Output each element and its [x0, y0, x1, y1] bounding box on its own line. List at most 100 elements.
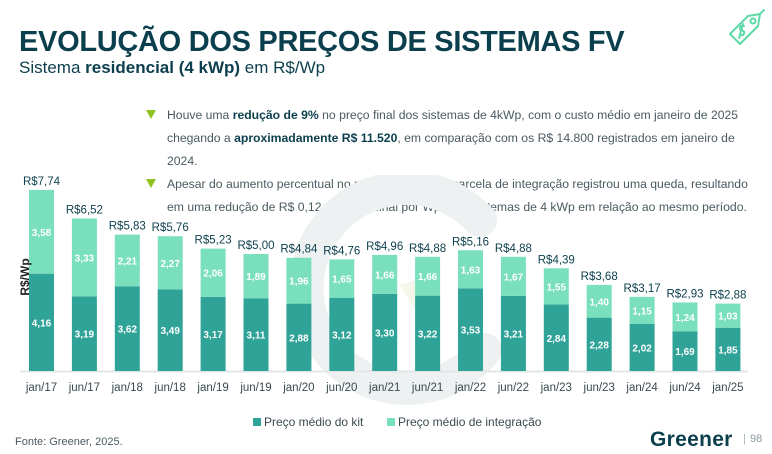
- bar-integration: [114, 234, 140, 287]
- x-tick-label: jan/21: [368, 382, 400, 394]
- bar-integration-label: 1,15: [632, 306, 652, 317]
- bar-kit-label: 4,16: [32, 318, 52, 329]
- bar-kit: [372, 293, 398, 371]
- x-tick-label: jun/17: [68, 382, 100, 394]
- bar-integration: [672, 302, 698, 332]
- page-number: 98: [750, 433, 763, 445]
- bar-integration-label: 1,55: [547, 282, 567, 293]
- bar-kit-label: 3,22: [418, 329, 438, 340]
- subtitle-bold: residencial (4 kWp): [85, 58, 241, 77]
- bar-integration-label: 1,63: [461, 265, 481, 276]
- x-tick-label: jun/19: [239, 382, 271, 394]
- x-tick-label: jan/23: [540, 382, 572, 394]
- x-tick-label: jan/19: [196, 382, 228, 394]
- bar-total-label: R$5,83: [109, 221, 146, 233]
- x-tick-label: jun/18: [154, 382, 186, 394]
- insight-highlight: aproximadamente R$ 11.520: [234, 131, 398, 145]
- subtitle-suffix: em R$/Wp: [240, 58, 326, 77]
- bar-integration: [586, 284, 612, 318]
- bar-kit-label: 2,28: [589, 340, 609, 351]
- bar-kit: [29, 273, 54, 371]
- insight-highlight: redução de 9%: [232, 108, 319, 122]
- bar-integration: [329, 259, 355, 298]
- x-tick-label: jun/23: [583, 382, 615, 394]
- bar-total-label: R$5,23: [195, 235, 232, 247]
- bar-kit: [500, 295, 526, 371]
- bar-integration: [715, 303, 741, 328]
- bar-kit-label: 2,84: [547, 334, 567, 345]
- bar-integration: [157, 236, 183, 290]
- bullet-triangle-icon: [146, 179, 156, 188]
- legend-item-integration: Preço médio de integração: [387, 415, 541, 429]
- bar-kit-label: 3,12: [332, 330, 352, 341]
- bar-integration: [243, 254, 269, 299]
- bar-integration: [543, 268, 569, 305]
- bar-kit: [286, 303, 312, 371]
- bar-kit: [243, 298, 269, 371]
- stacked-bar-chart: 4,16 3,58 R$7,74 jan/17 3,19 3,33 R$6,52 jun/17…: [20, 176, 748, 394]
- insight-text: , em comparação com os R$ 14.800 registr…: [167, 131, 735, 168]
- bar-total-label: R$3,68: [581, 271, 618, 283]
- x-tick-label: jun/21: [411, 382, 443, 394]
- x-tick-label: jun/24: [668, 382, 701, 394]
- legend-swatch-integration: [387, 418, 395, 426]
- bullet-triangle-icon: [146, 110, 156, 119]
- bar-integration-label: 1,67: [504, 272, 524, 283]
- x-tick-label: jan/25: [711, 382, 743, 394]
- bar-integration: [200, 248, 226, 297]
- x-tick-label: jan/20: [282, 382, 314, 394]
- x-tick-label: jan/22: [454, 382, 486, 394]
- bar-integration: [500, 256, 526, 296]
- bar-kit: [715, 327, 741, 371]
- bar-integration-label: 1,66: [418, 272, 438, 283]
- price-tag-dollar-icon: [729, 9, 765, 45]
- bar-integration-label: 2,06: [203, 269, 223, 280]
- x-tick-label: jan/24: [625, 382, 658, 394]
- subtitle-prefix: Sistema: [19, 58, 86, 77]
- bar-total-label: R$5,16: [452, 236, 489, 248]
- bar-kit-label: 2,88: [289, 333, 309, 344]
- bar-kit: [586, 317, 612, 371]
- bar-total-label: R$2,88: [709, 290, 746, 302]
- bar-integration: [29, 189, 54, 274]
- bar-kit-label: 2,02: [632, 343, 652, 354]
- bar-integration-label: 3,58: [32, 228, 52, 239]
- bar-kit-label: 3,53: [461, 326, 481, 337]
- bar-total-label: R$6,52: [66, 204, 103, 216]
- bar-kit: [329, 297, 355, 371]
- bar-integration-label: 1,89: [246, 272, 266, 283]
- bar-total-label: R$2,93: [666, 288, 703, 300]
- bar-total-label: R$7,74: [23, 176, 61, 188]
- bar-integration: [372, 254, 398, 294]
- bar-kit-label: 3,19: [75, 330, 95, 341]
- bar-integration-label: 1,03: [718, 312, 738, 323]
- bar-kit: [629, 323, 655, 371]
- bar-total-label: R$5,00: [237, 240, 274, 252]
- bar-kit: [672, 331, 698, 371]
- legend-label-kit: Preço médio do kit: [264, 415, 364, 429]
- bar-total-label: R$5,76: [152, 222, 189, 234]
- bar-integration-label: 2,27: [160, 259, 180, 270]
- x-tick-label: jun/22: [497, 382, 529, 394]
- insight-text: Houve uma: [167, 108, 233, 122]
- bar-kit: [415, 295, 441, 371]
- page-separator: |: [743, 433, 746, 445]
- page-subtitle: Sistema residencial (4 kWp) em R$/Wp: [19, 58, 325, 78]
- legend-item-kit: Preço médio do kit: [253, 415, 363, 429]
- bar-kit: [200, 296, 226, 371]
- bar-integration-label: 1,96: [289, 277, 309, 288]
- bar-kit-label: 3,21: [504, 329, 524, 340]
- bar-kit-label: 3,30: [375, 328, 395, 339]
- bar-total-label: R$4,88: [409, 243, 446, 255]
- bar-integration-label: 1,66: [375, 270, 395, 281]
- x-tick-label: jan/17: [25, 382, 57, 394]
- y-axis-label: R$/Wp: [18, 258, 32, 296]
- bar-total-label: R$4,88: [495, 243, 532, 255]
- bar-integration-label: 1,24: [675, 313, 695, 324]
- bar-integration: [415, 256, 441, 296]
- legend-swatch-kit: [253, 418, 261, 426]
- bar-kit: [458, 288, 483, 371]
- bar-total-label: R$4,84: [280, 244, 318, 256]
- brand-logo: Greener: [650, 428, 733, 451]
- bar-kit: [543, 304, 569, 371]
